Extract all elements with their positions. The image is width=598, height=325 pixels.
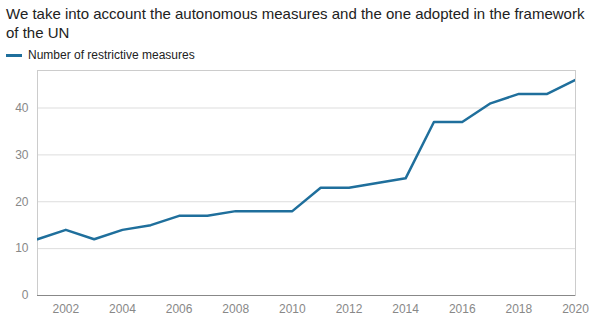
svg-text:30: 30 <box>15 148 29 162</box>
svg-text:2012: 2012 <box>336 302 363 316</box>
svg-text:2016: 2016 <box>449 302 476 316</box>
svg-text:0: 0 <box>22 288 29 302</box>
svg-text:2018: 2018 <box>506 302 533 316</box>
svg-text:2020: 2020 <box>562 302 589 316</box>
svg-text:2004: 2004 <box>109 302 136 316</box>
svg-text:20: 20 <box>15 195 29 209</box>
svg-text:2008: 2008 <box>222 302 249 316</box>
svg-text:2014: 2014 <box>392 302 419 316</box>
svg-text:40: 40 <box>15 101 29 115</box>
svg-text:2010: 2010 <box>279 302 306 316</box>
svg-text:10: 10 <box>15 241 29 255</box>
html-text:Number of restrictive measures: Number of restrictive measures <box>28 48 195 62</box>
html-text:We take into account the auton: We take into account the autonomous meas… <box>6 5 585 41</box>
svg-text:2002: 2002 <box>52 302 79 316</box>
svg-text:2006: 2006 <box>166 302 193 316</box>
